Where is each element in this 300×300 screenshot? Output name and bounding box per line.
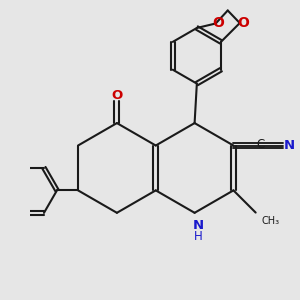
Text: H: H [194, 230, 203, 243]
Text: O: O [212, 16, 224, 31]
Text: O: O [237, 16, 249, 30]
Text: O: O [111, 89, 122, 102]
Text: C: C [256, 138, 265, 151]
Text: N: N [284, 139, 295, 152]
Text: N: N [193, 219, 204, 232]
Text: CH₃: CH₃ [261, 216, 279, 226]
